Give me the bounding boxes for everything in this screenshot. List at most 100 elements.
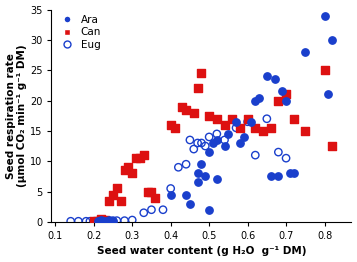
Point	[272, 77, 277, 81]
Point	[287, 171, 293, 176]
Point	[187, 201, 193, 206]
Point	[256, 95, 262, 100]
Point	[326, 92, 331, 97]
Point	[268, 174, 273, 178]
Point	[237, 141, 243, 145]
Y-axis label: Seed respiration rate
(µmol CO₂ min⁻¹ g⁻¹ DM): Seed respiration rate (µmol CO₂ min⁻¹ g⁻…	[6, 44, 27, 187]
Point	[168, 186, 174, 190]
Point	[237, 126, 243, 130]
Point	[106, 218, 112, 222]
Point	[264, 74, 270, 78]
Point	[168, 193, 174, 197]
Point	[195, 171, 201, 176]
Point	[102, 218, 108, 222]
Point	[133, 156, 139, 160]
Point	[83, 219, 89, 223]
Point	[102, 219, 108, 223]
Point	[276, 150, 281, 154]
Point	[198, 71, 204, 75]
Point	[95, 219, 100, 223]
Point	[141, 211, 147, 215]
Point	[129, 171, 135, 176]
Point	[114, 219, 120, 223]
Point	[302, 129, 308, 133]
Point	[102, 219, 108, 223]
Point	[214, 177, 220, 182]
Point	[330, 144, 335, 148]
Point	[149, 189, 154, 194]
Point	[283, 92, 289, 97]
Point	[252, 126, 258, 130]
Point	[183, 162, 189, 166]
Point	[322, 68, 327, 72]
Point	[206, 208, 212, 212]
Point	[195, 180, 201, 184]
Point	[195, 86, 201, 90]
Point	[283, 156, 289, 160]
Point	[302, 50, 308, 54]
Point	[95, 219, 100, 223]
Point	[252, 153, 258, 157]
Point	[229, 117, 235, 121]
Point	[110, 219, 116, 223]
Point	[176, 165, 181, 169]
Point	[160, 208, 166, 212]
Point	[291, 117, 297, 121]
Point	[137, 156, 143, 160]
Point	[226, 132, 231, 136]
Point	[149, 208, 154, 212]
Point	[114, 186, 120, 190]
Point	[322, 14, 327, 18]
Point	[87, 219, 93, 223]
Point	[76, 219, 81, 223]
Point	[330, 38, 335, 42]
Point	[106, 219, 112, 223]
Point	[206, 135, 212, 139]
Point	[68, 219, 74, 223]
Point	[280, 89, 285, 94]
Point	[141, 153, 147, 157]
Point	[110, 219, 116, 223]
Point	[126, 165, 131, 169]
Point	[152, 195, 158, 200]
Point	[214, 132, 220, 136]
Point	[191, 147, 197, 151]
Point	[183, 107, 189, 112]
Point	[198, 162, 204, 166]
Legend: Ara, Can, Eug: Ara, Can, Eug	[55, 13, 103, 52]
Point	[118, 199, 124, 203]
Point	[91, 219, 97, 223]
Point	[268, 126, 273, 130]
Point	[222, 123, 227, 127]
Point	[248, 120, 254, 124]
Point	[264, 117, 270, 121]
Point	[198, 141, 204, 145]
Point	[276, 174, 281, 178]
Point	[206, 150, 212, 154]
Point	[106, 219, 112, 223]
Point	[172, 126, 177, 130]
Point	[222, 144, 227, 148]
Point	[245, 120, 251, 124]
Point	[291, 171, 297, 176]
Point	[241, 135, 247, 139]
Point	[214, 138, 220, 142]
Point	[168, 123, 174, 127]
Point	[202, 144, 208, 148]
Point	[99, 217, 104, 221]
Point	[260, 129, 266, 133]
Point	[106, 199, 112, 203]
Point	[214, 117, 220, 121]
Point	[99, 219, 104, 223]
Point	[129, 218, 135, 222]
Point	[206, 114, 212, 118]
Point	[245, 117, 251, 121]
X-axis label: Seed water content (g H₂O  g⁻¹ DM): Seed water content (g H₂O g⁻¹ DM)	[97, 247, 306, 256]
Point	[222, 138, 227, 142]
Point	[276, 99, 281, 103]
Point	[91, 219, 97, 223]
Point	[252, 99, 258, 103]
Point	[99, 218, 104, 222]
Point	[122, 168, 127, 172]
Point	[99, 219, 104, 223]
